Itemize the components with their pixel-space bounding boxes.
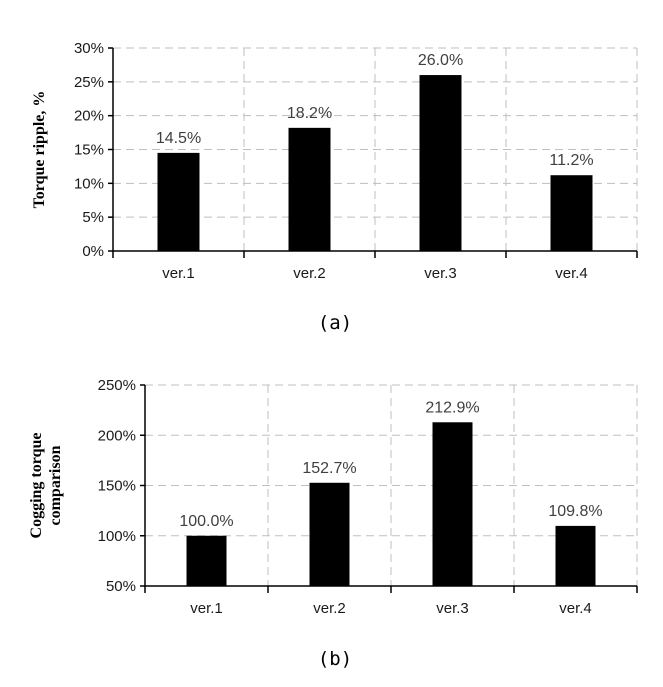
data-label: 14.5% — [156, 130, 201, 147]
y-tick-label: 100% — [98, 528, 136, 545]
y-tick-label: 15% — [74, 142, 104, 159]
x-tick-label: ver.2 — [293, 265, 326, 282]
y-axis-title: Cogging torque comparison — [28, 433, 64, 539]
chart-b: 100.0% 152.7% 212.9% 109.8% 50% 100% 150% 200% 2… — [28, 377, 638, 670]
data-label: 26.0% — [418, 52, 463, 69]
x-tick-label: ver.1 — [190, 600, 223, 617]
data-label: 18.2% — [287, 105, 332, 122]
bar-ver.2 — [288, 127, 331, 251]
data-label: 100.0% — [179, 513, 233, 530]
y-axis-title: Torque ripple, % — [31, 91, 48, 209]
y-tick-label: 5% — [82, 209, 104, 226]
y-tick-label: 20% — [74, 108, 104, 125]
x-tick-label: ver.1 — [162, 265, 195, 282]
y-tick-label: 150% — [98, 478, 136, 495]
data-label: 11.2% — [549, 152, 593, 169]
y-tick-label: 0% — [82, 243, 104, 260]
y-tick-label: 250% — [98, 377, 136, 394]
y-tick-label: 10% — [74, 175, 104, 192]
x-tick-label: ver.4 — [555, 265, 588, 282]
bar-ver.2 — [309, 482, 350, 586]
y-tick-label: 50% — [106, 578, 136, 595]
y-tick-label: 200% — [98, 427, 136, 444]
caption: (b) — [318, 648, 352, 670]
x-tick-label: ver.3 — [424, 265, 457, 282]
y-axis-title-line: Cogging torque — [28, 433, 45, 539]
x-tick-label: ver.3 — [436, 600, 469, 617]
chart-a: 14.5% 18.2% 26.0% 11.2% 0% 5% 10% 15% 20% 25% 30% v… — [31, 40, 638, 334]
data-label: 109.8% — [548, 503, 602, 520]
bar-ver.4 — [555, 525, 596, 586]
bar-ver.4 — [550, 175, 593, 251]
bar-ver.3 — [432, 422, 473, 586]
x-tick-label: ver.2 — [313, 600, 346, 617]
y-tick-label: 30% — [74, 40, 104, 57]
y-tick-label: 25% — [74, 74, 104, 91]
y-axis-title-line: comparison — [47, 445, 64, 525]
data-label: 212.9% — [425, 399, 479, 416]
bar-ver.1 — [157, 152, 200, 251]
data-label: 152.7% — [302, 460, 356, 477]
caption: (a) — [318, 312, 352, 334]
y-axis-title-line: Torque ripple, % — [31, 91, 48, 209]
bar-ver.3 — [419, 75, 462, 251]
bar-ver.1 — [186, 535, 227, 586]
x-tick-label: ver.4 — [559, 600, 592, 617]
